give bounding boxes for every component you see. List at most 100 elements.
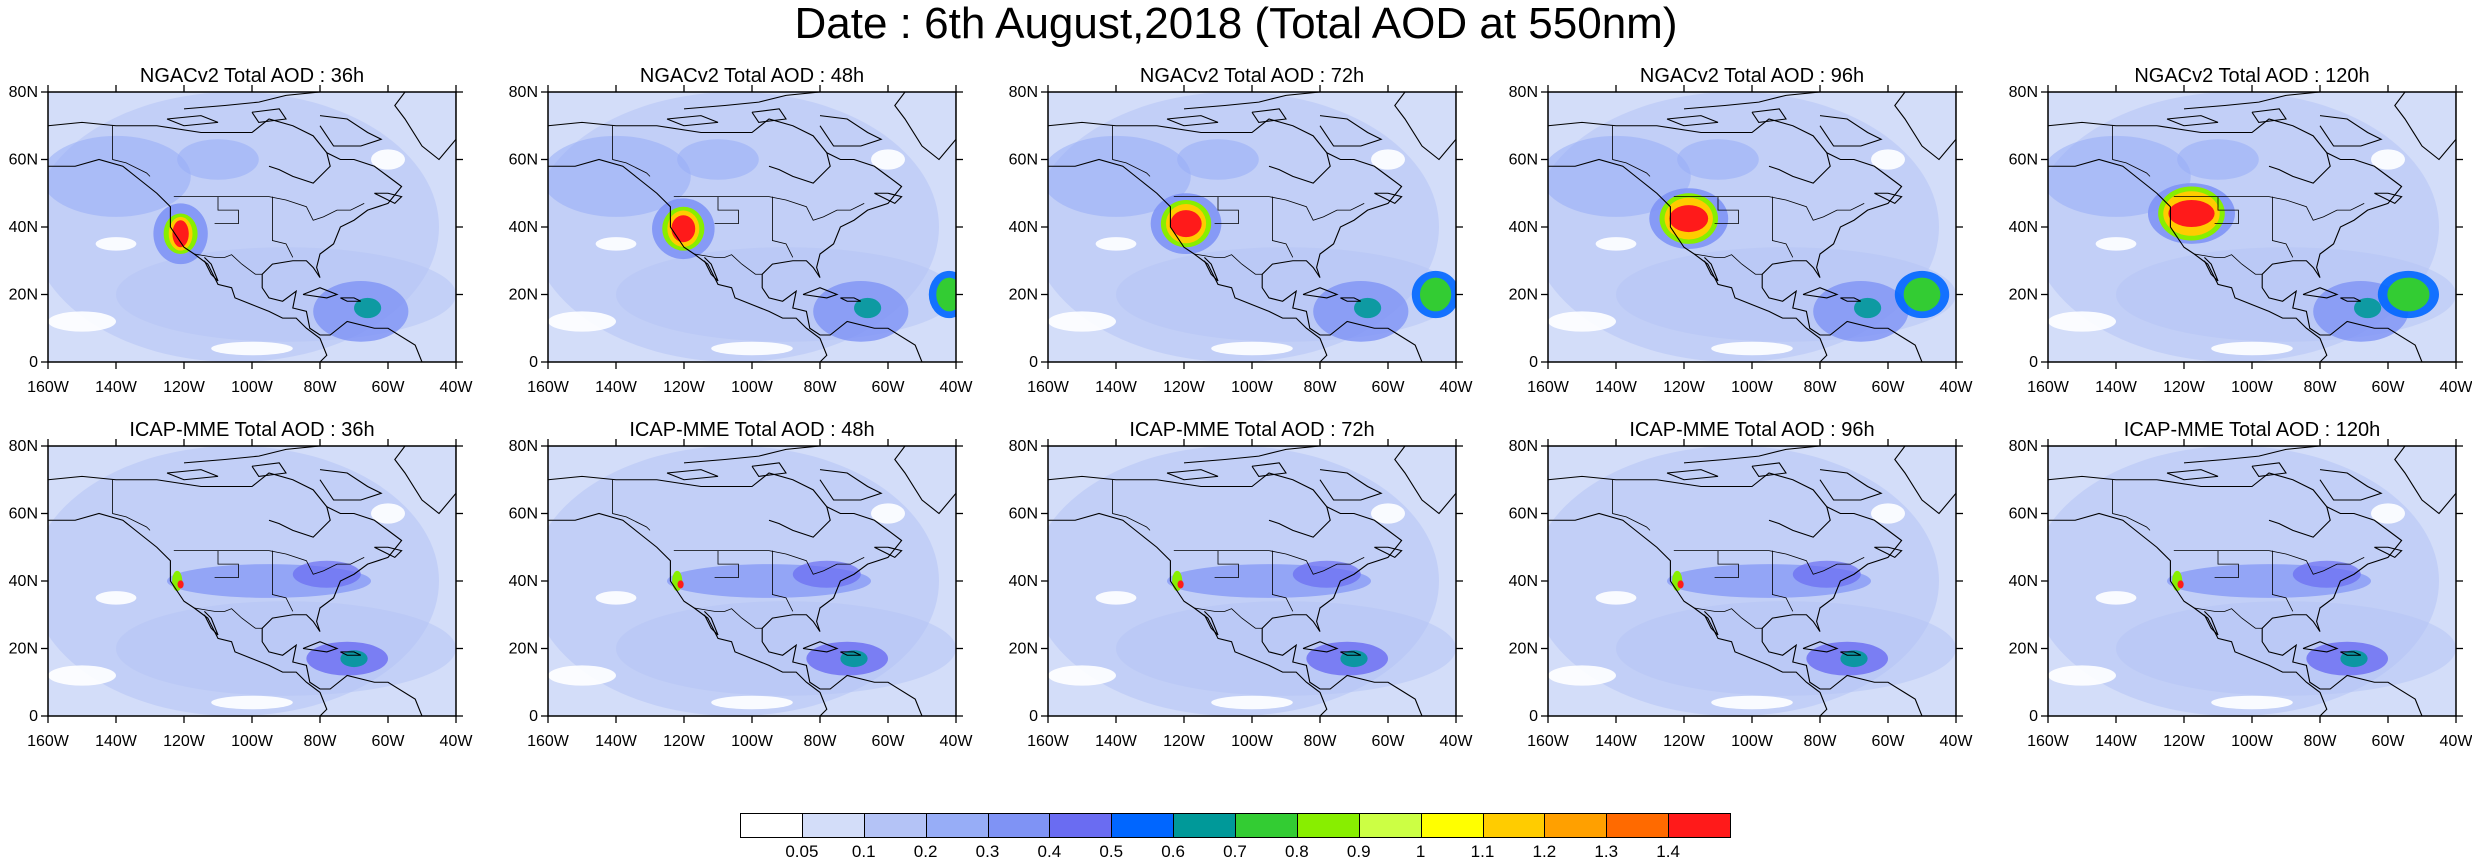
main-title: Date : 6th August,2018 (Total AOD at 550… — [794, 0, 1678, 48]
coastline — [874, 192, 903, 205]
lon-label: 60W — [372, 733, 406, 750]
coastline — [2251, 462, 2287, 477]
coastline — [340, 651, 362, 656]
political-border — [771, 550, 794, 612]
coastline — [1819, 115, 1883, 147]
coastline — [2268, 506, 2331, 538]
coastline — [894, 92, 956, 161]
aod-plume — [1419, 277, 1452, 312]
panel-title: ICAP-MME Total AOD : 36h — [129, 419, 375, 441]
colorbar-swatch — [1544, 813, 1608, 838]
lon-label: 80W — [2304, 733, 2338, 750]
map-panel: NGACv2 Total AOD : 120h 80N 60N 40N 20N 0 160W… — [2000, 64, 2472, 396]
political-border — [1714, 196, 1739, 225]
coastline — [1666, 469, 1719, 481]
political-border — [771, 196, 794, 258]
lat-label: 80N — [509, 84, 538, 101]
clean-air-patch — [871, 149, 905, 170]
clean-air-patch — [95, 591, 137, 605]
map-panel: NGACv2 Total AOD : 36h 80N 60N 40N 20N 0 160W 1… — [0, 64, 474, 396]
coastline — [2203, 610, 2219, 636]
aod-plume — [172, 220, 189, 248]
coastline — [2302, 641, 2339, 653]
lon-label: 100W — [2231, 379, 2274, 396]
political-border — [1771, 550, 1794, 612]
lon-label: 40W — [1440, 733, 1474, 750]
lon-label: 120W — [1163, 733, 1206, 750]
coastline — [751, 462, 787, 477]
clean-air-patch — [1595, 591, 1637, 605]
lat-label: 20N — [2009, 641, 2038, 658]
clean-air-patch — [211, 341, 293, 356]
colorbar-swatch — [1049, 813, 1113, 838]
political-border — [1173, 550, 1365, 575]
clean-air-patch — [371, 503, 405, 524]
coastline — [1374, 192, 1403, 205]
lat-label: 20N — [2009, 287, 2038, 304]
political-border — [612, 479, 651, 531]
clean-air-patch — [1871, 503, 1905, 524]
lon-label: 140W — [1095, 379, 1138, 396]
lon-label: 40W — [940, 733, 974, 750]
coastline — [1666, 115, 1719, 127]
aod-plume — [2292, 560, 2361, 588]
clean-air-patch — [711, 695, 793, 710]
lon-label: 100W — [731, 733, 774, 750]
coastline — [166, 469, 219, 481]
lat-label: 0 — [529, 354, 538, 371]
clean-air-patch — [371, 149, 405, 170]
aod-colorbar: 0.05 0.1 0.2 0.3 0.4 0.5 0.6 0.7 0.8 0.9 1 1.1 1.2 1.… — [740, 813, 1731, 861]
coastline — [1768, 506, 1831, 538]
lon-label: 40W — [1940, 379, 1974, 396]
aod-plume — [2177, 580, 2184, 589]
colorbar-swatch — [1420, 813, 1484, 838]
political-border — [714, 196, 739, 225]
clean-air-patch — [595, 591, 637, 605]
lat-label: 60N — [9, 152, 38, 169]
colorbar-label: 0.7 — [1223, 842, 1247, 861]
lat-label: 0 — [1529, 708, 1538, 725]
coastline — [374, 546, 403, 559]
coastline — [2319, 469, 2383, 501]
coastline — [666, 469, 719, 481]
lon-label: 60W — [1872, 379, 1906, 396]
coastline — [203, 610, 219, 636]
clean-air-patch — [1371, 149, 1405, 170]
map-panel: ICAP-MME Total AOD : 96h 80N 60N 40N 20N 0 160… — [1500, 418, 1974, 750]
map-panel: ICAP-MME Total AOD : 72h 80N 60N 40N 20N 0 160… — [1000, 418, 1474, 750]
lon-label: 160W — [2027, 379, 2070, 396]
colorbar-label: 0.05 — [785, 842, 819, 861]
colorbar-swatch — [1358, 813, 1422, 838]
coastline — [683, 446, 821, 464]
lon-label: 100W — [1731, 379, 1774, 396]
aod-plume — [2340, 650, 2368, 668]
lat-label: 60N — [1509, 506, 1538, 523]
political-border — [1673, 196, 1865, 221]
lat-label: 80N — [1509, 438, 1538, 455]
lon-label: 80W — [1304, 379, 1338, 396]
political-border — [2194, 607, 2263, 629]
colorbar-swatch — [1111, 813, 1175, 838]
coastline — [1374, 546, 1403, 559]
coastline — [319, 469, 383, 501]
clean-air-patch — [1371, 503, 1405, 524]
lon-label: 60W — [1372, 733, 1406, 750]
coastline — [894, 446, 956, 515]
colorbar-swatch — [925, 813, 989, 838]
coastline — [1894, 446, 1956, 515]
lon-label: 80W — [304, 379, 338, 396]
clean-air-patch — [2048, 311, 2116, 332]
coastline — [1319, 469, 1383, 501]
lon-label: 160W — [2027, 733, 2070, 750]
panel-title: NGACv2 Total AOD : 48h — [639, 65, 865, 87]
lat-label: 40N — [1509, 219, 1538, 236]
aod-plume — [1548, 135, 1691, 217]
panel-title: ICAP-MME Total AOD : 120h — [2123, 419, 2381, 441]
panel-title: NGACv2 Total AOD : 72h — [1139, 65, 1365, 87]
lon-label: 80W — [2304, 379, 2338, 396]
coastline — [2203, 256, 2219, 282]
lon-label: 120W — [663, 379, 706, 396]
coastline — [1751, 108, 1787, 123]
lon-label: 60W — [1372, 379, 1406, 396]
coastline — [1768, 152, 1831, 184]
